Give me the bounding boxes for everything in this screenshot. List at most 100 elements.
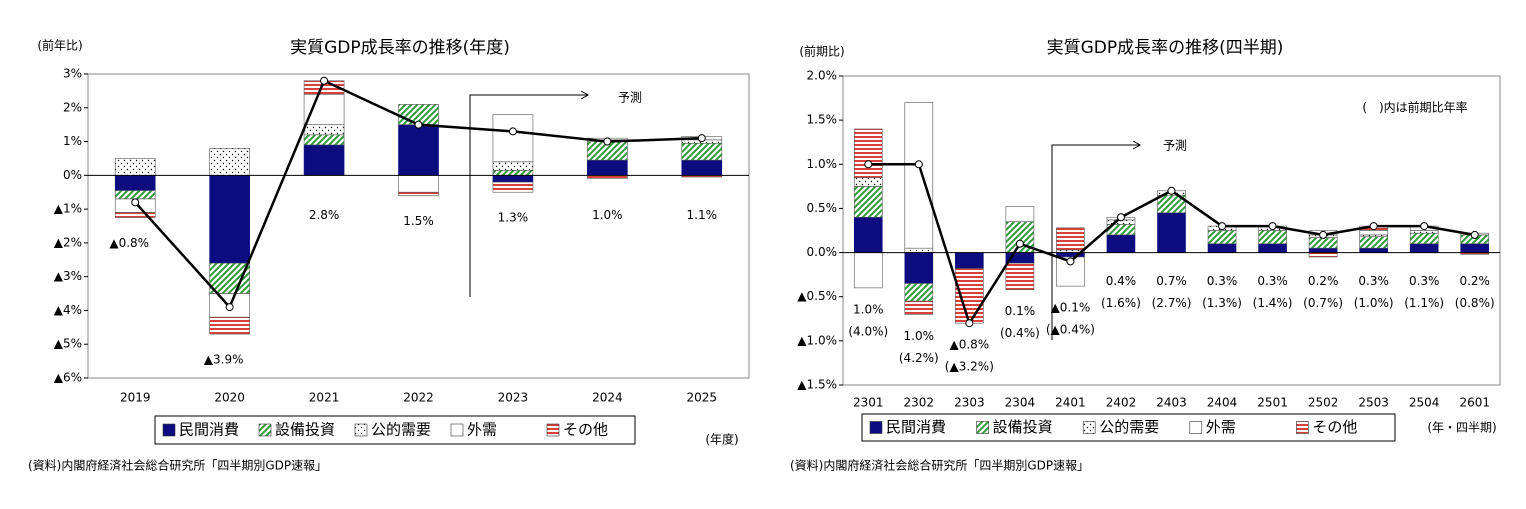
bar-segment bbox=[1359, 236, 1388, 249]
annualized-label: (1.4%) bbox=[1253, 296, 1293, 310]
bar-segment bbox=[398, 191, 439, 196]
line-marker bbox=[1420, 222, 1429, 231]
bar-segment bbox=[209, 262, 250, 294]
line-marker bbox=[1369, 222, 1378, 231]
plot-area bbox=[842, 75, 1501, 386]
x-tick-label: 2019 bbox=[120, 391, 151, 405]
x-tick-label: 2301 bbox=[853, 396, 884, 410]
legend-swatch bbox=[976, 421, 989, 434]
chart-title: 実質GDP成長率の推移(年度) bbox=[290, 38, 510, 58]
legend-swatch bbox=[162, 423, 176, 437]
legend-swatch bbox=[869, 421, 883, 434]
bar-segment bbox=[492, 175, 534, 183]
bar-segment bbox=[1106, 234, 1136, 253]
bar-segment bbox=[853, 186, 883, 218]
x-tick-label: 2502 bbox=[1308, 396, 1339, 410]
legend-swatch bbox=[546, 423, 560, 437]
legend-label: 民間消費 bbox=[179, 421, 239, 439]
bar-segment bbox=[1207, 243, 1237, 253]
legend-label: 外需 bbox=[1206, 418, 1236, 436]
annualized-label: (1.1%) bbox=[1404, 296, 1444, 310]
y-tick-label: ▲5% bbox=[54, 337, 82, 351]
x-tick-label: 2503 bbox=[1358, 396, 1389, 410]
line-marker bbox=[965, 319, 974, 328]
y-tick-label: ▲0.5% bbox=[797, 289, 837, 303]
line-marker bbox=[1319, 230, 1328, 239]
line-marker bbox=[1066, 257, 1075, 266]
x-tick-label: 2024 bbox=[592, 391, 623, 405]
line-marker bbox=[1268, 222, 1277, 231]
line-marker bbox=[508, 127, 517, 136]
bar-segment bbox=[681, 142, 723, 161]
annualized-label: (1.3%) bbox=[1202, 296, 1242, 310]
bar-segment bbox=[1359, 230, 1388, 236]
bar-segment bbox=[904, 283, 934, 302]
x-tick-label: 2020 bbox=[214, 391, 245, 405]
y-tick-label: 3% bbox=[63, 67, 82, 81]
y-tick-label: ▲2% bbox=[54, 235, 82, 249]
legend-label: 設備投資 bbox=[275, 421, 335, 439]
line-marker bbox=[414, 120, 423, 129]
bar-segment bbox=[398, 175, 439, 193]
bar-segment bbox=[1258, 230, 1287, 245]
legend-swatch bbox=[258, 423, 272, 437]
annualized-label: (2.7%) bbox=[1152, 296, 1192, 310]
y-tick-label: 0.5% bbox=[807, 201, 838, 215]
bar-segment bbox=[303, 134, 345, 146]
bar-segment bbox=[853, 128, 883, 178]
y-tick-label: ▲1.0% bbox=[797, 333, 837, 347]
data-label: 0.7% bbox=[1156, 274, 1187, 288]
x-tick-label: 2302 bbox=[904, 396, 935, 410]
data-label: ▲3.9% bbox=[204, 353, 244, 367]
x-tick-label: 2403 bbox=[1156, 396, 1187, 410]
bar-segment bbox=[904, 252, 934, 284]
y-tick-label: ▲4% bbox=[54, 303, 82, 317]
bar-segment bbox=[209, 148, 250, 176]
bar-segment bbox=[1005, 206, 1035, 222]
x-axis-label: (年・四半期) bbox=[1427, 421, 1496, 435]
y-tick-label: ▲1% bbox=[54, 202, 82, 216]
annualized-label: (4.0%) bbox=[848, 324, 888, 338]
data-label: 1.3% bbox=[498, 211, 529, 225]
x-axis-label: (年度) bbox=[705, 432, 738, 447]
legend-label: 設備投資 bbox=[993, 418, 1053, 436]
line-marker bbox=[225, 303, 234, 312]
y-tick-label: ▲6% bbox=[54, 371, 82, 385]
data-label: 0.3% bbox=[1207, 274, 1238, 288]
annualized-label: (0.4%) bbox=[1000, 326, 1040, 340]
bar-segment bbox=[114, 190, 156, 200]
y-tick-label: 0% bbox=[63, 168, 82, 182]
y-axis-label: (前年比) bbox=[37, 38, 82, 53]
line-marker bbox=[1015, 239, 1024, 248]
bar-segment bbox=[681, 159, 723, 176]
x-tick-label: 2023 bbox=[498, 391, 529, 405]
line-marker bbox=[914, 160, 923, 169]
bar-segment bbox=[1359, 247, 1388, 253]
bar-segment bbox=[587, 175, 628, 180]
annualized-label: (4.2%) bbox=[899, 351, 939, 365]
line-marker bbox=[1470, 230, 1479, 239]
y-tick-label: ▲3% bbox=[54, 269, 82, 283]
bar-segment bbox=[1409, 243, 1439, 253]
legend-swatch bbox=[1189, 421, 1203, 434]
line-marker bbox=[697, 134, 706, 143]
y-tick-label: 1.0% bbox=[807, 157, 838, 171]
y-tick-label: ▲1.5% bbox=[797, 378, 837, 392]
annualized-label: (0.8%) bbox=[1455, 296, 1495, 310]
x-tick-label: 2025 bbox=[687, 391, 718, 405]
x-tick-label: 2501 bbox=[1257, 396, 1288, 410]
bar-segment bbox=[1308, 247, 1338, 253]
chart-title: 実質GDP成長率の推移(四半期) bbox=[1047, 38, 1284, 58]
bar-segment bbox=[303, 93, 345, 125]
forecast-label: 予測 bbox=[1163, 139, 1187, 153]
bar-segment bbox=[904, 102, 934, 249]
data-label: 0.4% bbox=[1106, 274, 1137, 288]
plot-area bbox=[87, 73, 750, 379]
legend-label: 外需 bbox=[467, 421, 497, 439]
bar-segment bbox=[492, 161, 534, 171]
annualized-label: (▲0.4%) bbox=[1046, 323, 1095, 337]
bar-segment bbox=[1056, 227, 1085, 251]
line-marker bbox=[864, 160, 873, 169]
data-label: 0.1% bbox=[1005, 304, 1036, 318]
